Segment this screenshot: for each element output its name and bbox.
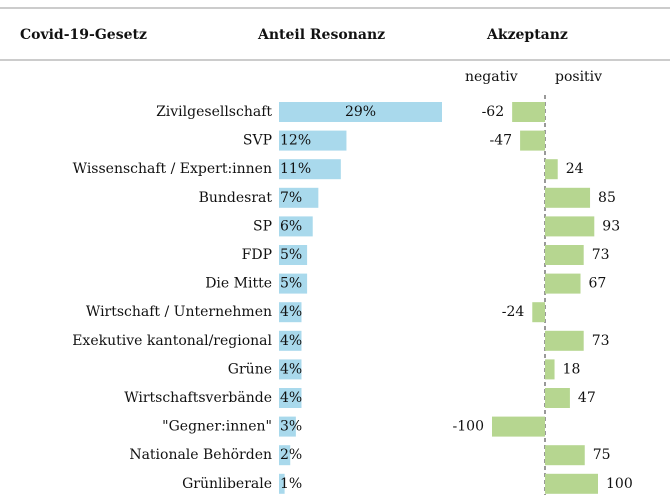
share-bar	[279, 130, 347, 151]
acceptance-bar	[545, 359, 555, 380]
share-label: 3%	[280, 419, 302, 435]
row-label: Bundesrat	[199, 190, 273, 206]
acceptance-bar	[545, 473, 598, 494]
share-label: 7%	[280, 190, 302, 206]
row-label: Grünliberale	[182, 476, 272, 492]
acceptance-label: 73	[592, 333, 610, 349]
acceptance-label: -100	[453, 419, 484, 435]
share-label: 4%	[280, 304, 302, 320]
acceptance-label: 73	[592, 247, 610, 263]
acceptance-bar	[492, 416, 545, 437]
subheader: positiv	[555, 69, 602, 85]
share-label: 5%	[280, 276, 302, 292]
share-label: 6%	[280, 218, 302, 234]
header: Anteil Resonanz	[257, 27, 385, 43]
row-label: Die Mitte	[205, 276, 272, 292]
acceptance-bar	[532, 302, 545, 323]
row-label: Nationale Behörden	[129, 447, 272, 463]
acceptance-label: 47	[578, 390, 596, 406]
acceptance-bar	[512, 102, 545, 122]
share-label: 5%	[280, 247, 302, 263]
acceptance-bar	[545, 159, 558, 180]
row-label: SP	[253, 218, 272, 234]
acceptance-bar	[545, 445, 585, 466]
acceptance-bar	[545, 216, 595, 237]
row-label: Wirtschaftsverbände	[124, 390, 272, 406]
row-label: Wirtschaft / Unternehmen	[86, 304, 272, 320]
share-label: 1%	[280, 476, 302, 492]
row-label: Wissenschaft / Expert:innen	[73, 161, 272, 177]
share-label: 11%	[280, 161, 311, 177]
acceptance-bar	[520, 130, 545, 151]
acceptance-bar	[545, 388, 570, 408]
row-label: Grüne	[228, 361, 272, 377]
share-bar	[279, 416, 296, 437]
acceptance-label: 24	[566, 161, 584, 177]
acceptance-label: -62	[482, 104, 505, 120]
share-bar	[279, 245, 308, 265]
acceptance-label: 67	[589, 276, 607, 292]
acceptance-bar	[545, 330, 584, 351]
share-bar	[279, 302, 302, 323]
acceptance-bar	[545, 187, 591, 208]
share-label: 2%	[280, 447, 302, 463]
acceptance-label: 85	[598, 190, 616, 206]
row-label: SVP	[243, 133, 272, 149]
header: Covid-19-Gesetz	[20, 27, 147, 43]
share-bar	[279, 359, 302, 380]
share-label: 4%	[280, 390, 302, 406]
share-label: 29%	[345, 104, 376, 120]
acceptance-bar	[545, 245, 584, 265]
share-bar	[279, 445, 291, 466]
header: Akzeptanz	[486, 27, 568, 43]
acceptance-label: 75	[593, 447, 611, 463]
acceptance-label: -47	[490, 133, 513, 149]
share-bar	[279, 330, 302, 351]
acceptance-label: -24	[502, 304, 525, 320]
row-label: Zivilgesellschaft	[156, 104, 272, 120]
row-label: Exekutive kantonal/regional	[72, 333, 272, 349]
share-label: 12%	[280, 133, 311, 149]
acceptance-bar	[545, 273, 581, 294]
share-bar	[279, 102, 442, 122]
share-bar	[279, 159, 341, 180]
share-bar	[279, 473, 285, 494]
share-bar	[279, 216, 313, 237]
share-bar	[279, 187, 319, 208]
share-label: 4%	[280, 361, 302, 377]
row-label: FDP	[242, 247, 272, 263]
share-label: 4%	[280, 333, 302, 349]
acceptance-label: 18	[563, 361, 581, 377]
share-bar	[279, 388, 302, 408]
subheader: negativ	[465, 69, 518, 85]
row-label: "Gegner:innen"	[162, 419, 272, 435]
share-bar	[279, 273, 308, 294]
acceptance-label: 93	[602, 218, 620, 234]
acceptance-label: 100	[606, 476, 633, 492]
